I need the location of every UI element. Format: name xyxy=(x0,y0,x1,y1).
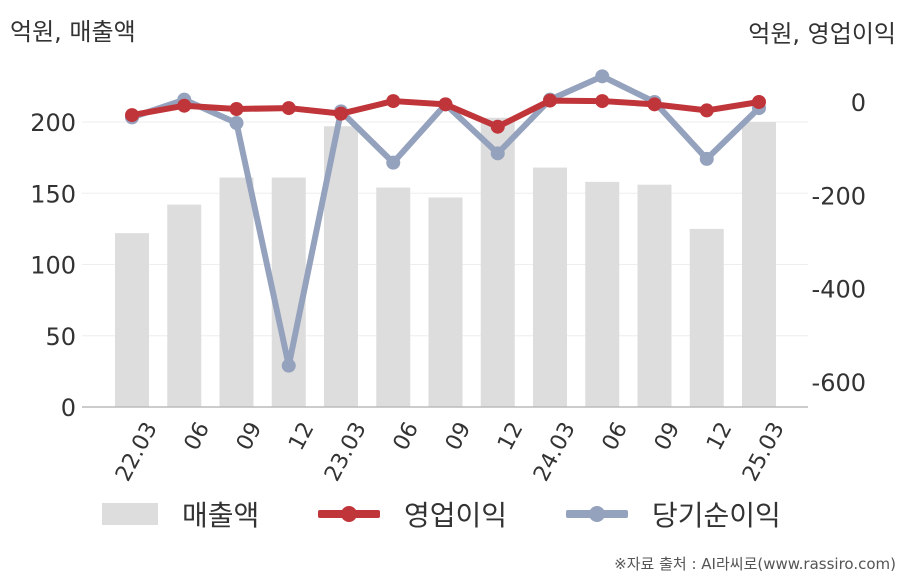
point-operating-profit-8 xyxy=(543,93,557,108)
legend-label-sales: 매출액 xyxy=(182,499,260,532)
bar-sales-1 xyxy=(167,204,202,407)
x-tick-label-10: 09 xyxy=(650,418,685,454)
legend-item-sales: 매출액 xyxy=(102,494,259,534)
legend-swatch-sales xyxy=(102,503,158,525)
bar-sales-5 xyxy=(376,187,411,407)
bar-sales-2 xyxy=(219,177,254,407)
point-net-income-2 xyxy=(229,116,244,130)
point-net-income-11 xyxy=(699,151,714,166)
point-operating-profit-5 xyxy=(386,94,401,109)
y-left-tick-label-4: 200 xyxy=(30,109,76,137)
x-tick-label-8: 24.03 xyxy=(529,418,581,485)
x-tick-label-4: 23.03 xyxy=(320,418,372,485)
bar-sales-9 xyxy=(585,181,620,407)
point-operating-profit-2 xyxy=(229,102,244,116)
point-operating-profit-6 xyxy=(438,97,453,112)
source-note: ※자료 출처 : AI라씨로(www.rassiro.com) xyxy=(614,555,896,573)
y-left-tick-label-3: 150 xyxy=(30,180,76,208)
x-tick-label-12: 25.03 xyxy=(738,418,790,485)
point-net-income-5 xyxy=(386,155,401,170)
legend-label-net-income: 당기순이익 xyxy=(652,499,781,532)
y-right-tick-label-3: -600 xyxy=(812,369,866,397)
x-tick-label-3: 12 xyxy=(284,418,319,454)
point-operating-profit-9 xyxy=(595,94,610,109)
point-operating-profit-11 xyxy=(699,103,714,118)
legend-swatch-net-income xyxy=(566,494,628,534)
bar-sales-8 xyxy=(533,167,567,407)
point-operating-profit-1 xyxy=(177,98,192,113)
x-tick-label-1: 06 xyxy=(180,418,215,454)
bar-sales-7 xyxy=(480,117,515,407)
bar-sales-10 xyxy=(637,184,672,407)
x-tick-label-7: 12 xyxy=(493,418,528,454)
point-net-income-3 xyxy=(281,358,296,373)
y-left-tick-label-0: 0 xyxy=(61,394,76,422)
left-axis-unit-label: 억원, 매출액 xyxy=(10,18,136,46)
bar-sales-6 xyxy=(428,197,463,407)
legend-swatch-operating-profit xyxy=(318,494,380,534)
x-tick-label-5: 06 xyxy=(389,418,424,454)
bar-sales-0 xyxy=(115,233,149,407)
x-tick-label-11: 12 xyxy=(702,418,737,454)
legend-label-operating-profit: 영업이익 xyxy=(404,499,508,532)
point-operating-profit-4 xyxy=(334,106,348,121)
right-axis-unit-label: 억원, 영업이익 xyxy=(748,20,896,48)
point-operating-profit-12 xyxy=(752,95,766,109)
point-operating-profit-3 xyxy=(281,101,296,116)
bar-sales-11 xyxy=(689,228,724,407)
y-right-tick-label-2: -400 xyxy=(812,276,866,304)
x-tick-label-6: 09 xyxy=(441,418,476,454)
point-operating-profit-0 xyxy=(125,108,139,123)
legend-item-net-income: 당기순이익 xyxy=(566,494,781,534)
bar-sales-12 xyxy=(742,122,776,407)
point-net-income-7 xyxy=(490,146,505,161)
y-right-tick-label-0: 0 xyxy=(851,89,866,117)
point-operating-profit-7 xyxy=(490,119,505,134)
point-net-income-9 xyxy=(595,69,610,84)
x-tick-label-0: 22.03 xyxy=(111,418,163,485)
point-operating-profit-10 xyxy=(647,97,662,112)
x-tick-label-2: 09 xyxy=(232,418,267,454)
y-left-tick-label-1: 50 xyxy=(45,323,76,351)
x-tick-label-9: 06 xyxy=(598,418,633,454)
y-right-tick-label-1: -200 xyxy=(812,182,866,210)
legend-item-operating-profit: 영업이익 xyxy=(318,494,507,534)
y-left-tick-label-2: 100 xyxy=(30,252,76,280)
